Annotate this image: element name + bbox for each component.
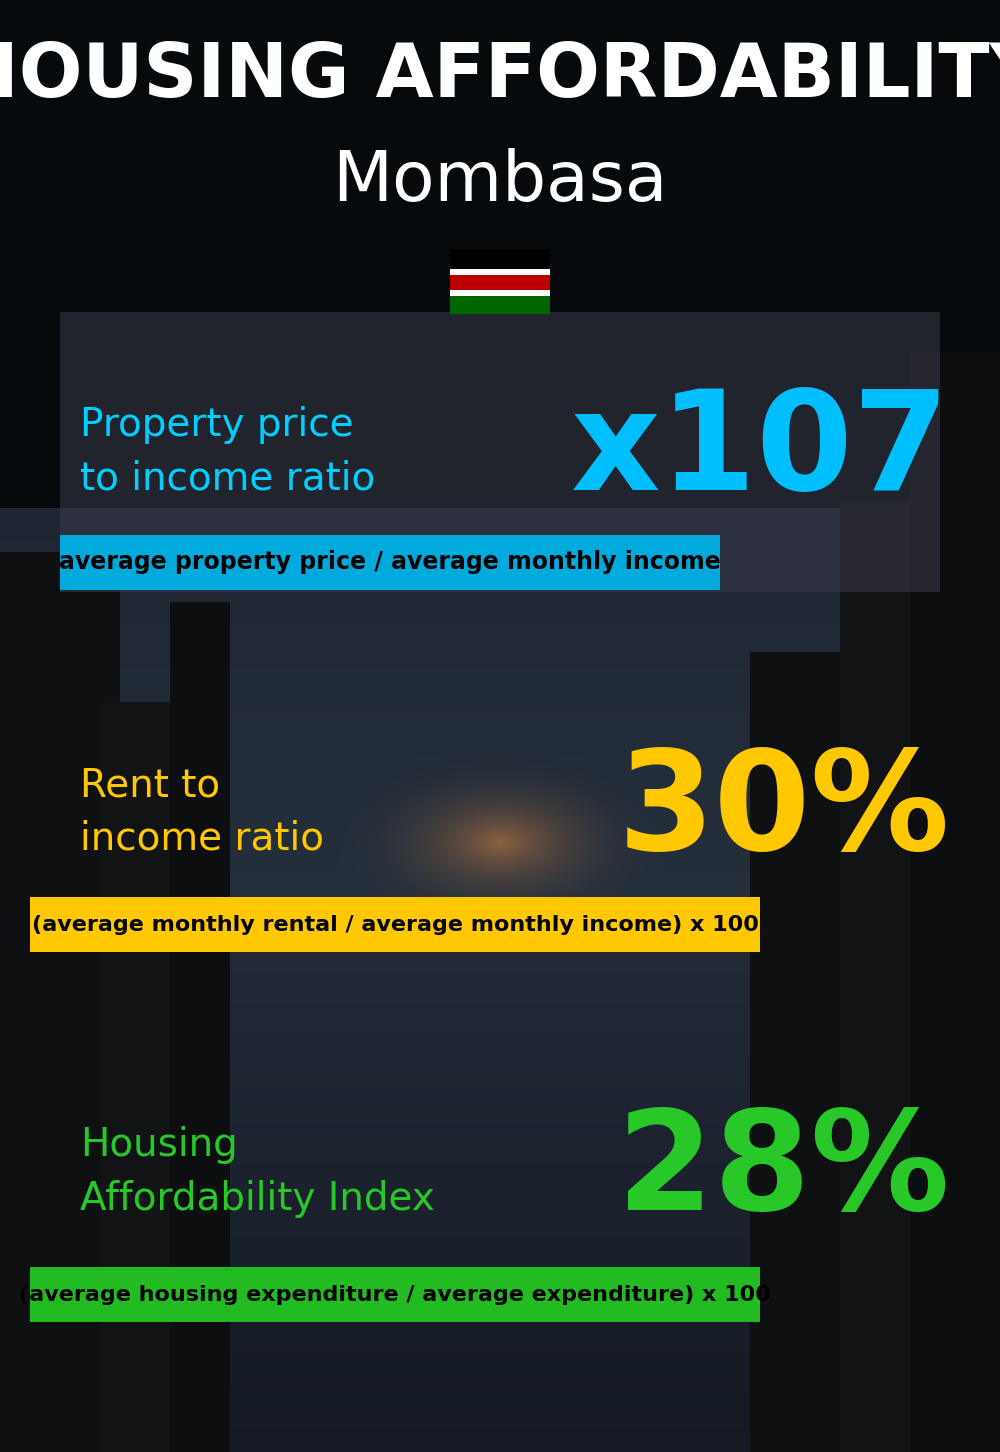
Bar (450, 248, 550, 314)
Bar (450, 272, 550, 293)
Bar (30, 1268, 760, 1321)
Text: 30%: 30% (618, 745, 950, 880)
Text: x107: x107 (571, 385, 950, 520)
Text: Housing
Affordability Index: Housing Affordability Index (80, 1127, 435, 1217)
Bar (60, 534, 720, 590)
Bar (450, 290, 550, 296)
Text: (average monthly rental / average monthly income) x 100: (average monthly rental / average monthl… (32, 915, 758, 935)
Bar (450, 292, 550, 314)
Bar (30, 897, 760, 953)
Text: Mombasa: Mombasa (332, 148, 668, 215)
Text: Rent to
income ratio: Rent to income ratio (80, 767, 324, 858)
Bar (60, 312, 940, 592)
Text: (average housing expenditure / average expenditure) x 100: (average housing expenditure / average e… (19, 1285, 771, 1305)
Text: HOUSING AFFORDABILITY: HOUSING AFFORDABILITY (0, 41, 1000, 113)
Text: 28%: 28% (618, 1105, 950, 1240)
Text: average property price / average monthly income: average property price / average monthly… (59, 550, 721, 574)
Text: Property price
to income ratio: Property price to income ratio (80, 407, 375, 498)
Bar (450, 269, 550, 274)
